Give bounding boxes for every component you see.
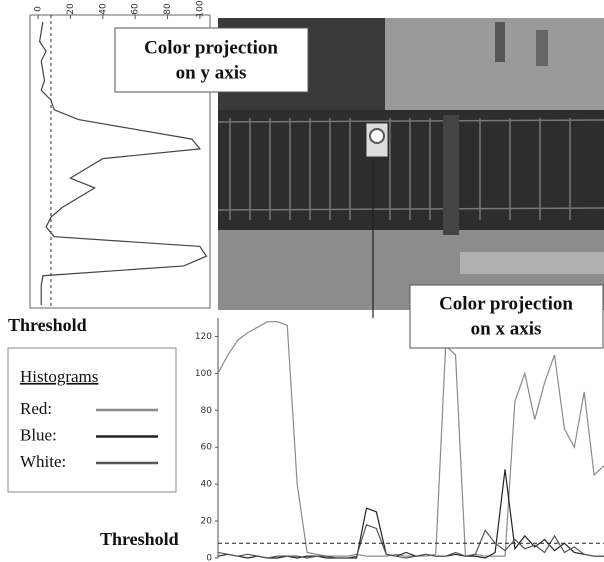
x-tick-label: 0: [34, 6, 44, 12]
y-tick-label: 40: [201, 480, 213, 490]
legend-label: Blue:: [20, 425, 57, 444]
y-tick-label: 80: [201, 406, 213, 416]
y-tick-label: 60: [201, 443, 213, 453]
y-tick-label: 20: [201, 517, 213, 527]
y-tick-label: 120: [195, 332, 212, 342]
x-tick-label: 60: [131, 3, 141, 15]
y-tick-label: 0: [206, 554, 212, 562]
figure: 0 20 40 60 80 100 0 20 40 60 80 100 120 Color proje…: [0, 0, 604, 562]
x-tick-label: 80: [163, 3, 173, 15]
annotation: on x axis: [471, 318, 542, 339]
plot-area: [218, 318, 604, 558]
x-tick-label: 20: [66, 3, 76, 15]
x-tick-label: 100: [195, 0, 205, 17]
y-tick-label: 100: [195, 369, 212, 379]
annotation: Color projection: [144, 37, 278, 58]
legend-label: White:: [20, 452, 66, 471]
threshold-label: Threshold: [8, 315, 87, 335]
x-projection-chart: 0 20 40 60 80 100 120: [195, 318, 604, 562]
annotation: on y axis: [176, 62, 247, 83]
threshold-label: Threshold: [100, 529, 179, 549]
legend-title: Histograms: [20, 367, 98, 386]
x-tick-label: 40: [98, 3, 108, 15]
annotation: Color projection: [439, 293, 573, 314]
legend-label: Red:: [20, 399, 52, 418]
